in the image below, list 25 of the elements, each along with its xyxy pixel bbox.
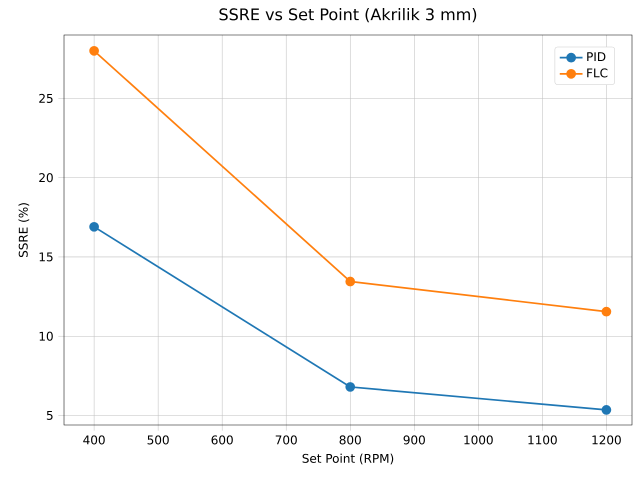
- x-tick-label: 600: [212, 435, 233, 444]
- y-tick-label: 10: [40, 332, 53, 341]
- y-axis-title: SSRE (%): [18, 203, 30, 258]
- x-tick-label: 400: [83, 435, 105, 444]
- x-tick-label: 900: [404, 435, 425, 444]
- x-tick-label: 500: [148, 435, 169, 444]
- point: [602, 306, 612, 317]
- point: [602, 405, 612, 415]
- y-tick-label: 20: [39, 173, 53, 182]
- point: [89, 222, 99, 232]
- x-tick-label: 800: [340, 435, 361, 444]
- legend-label: PID: [587, 52, 606, 62]
- y-tick-label: 25: [39, 94, 53, 103]
- y-tick-label: 5: [46, 411, 53, 420]
- y-tick-label: 15: [40, 252, 53, 262]
- point: [345, 276, 356, 286]
- chart-title: SSRE vs Set Point (Akrilik 3 mm): [220, 8, 476, 22]
- x-tick-label: 1000: [464, 435, 493, 444]
- x-axis-title: Set Point (RPM): [302, 454, 394, 464]
- x-tick-label: 1100: [528, 435, 557, 444]
- x-tick-label: 1200: [592, 435, 621, 444]
- x-tick-label: 700: [276, 435, 297, 444]
- point: [345, 382, 356, 392]
- point: [89, 46, 99, 56]
- legend-label: FLC: [587, 68, 608, 78]
